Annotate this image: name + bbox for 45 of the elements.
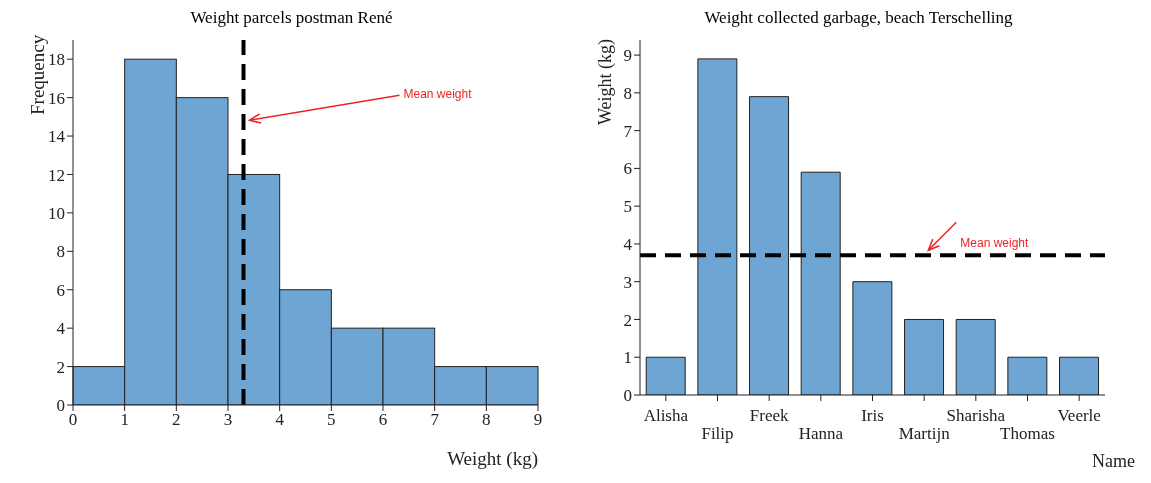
- y-tick-label: 6: [623, 159, 632, 179]
- x-tick-label: Veerle: [1057, 406, 1101, 425]
- x-tick-label: Sharisha: [946, 406, 1006, 425]
- chart-title: Weight collected garbage, beach Terschelling: [703, 8, 1014, 29]
- x-tick-label: Hanna: [798, 424, 844, 443]
- y-tick-label: 9: [623, 46, 632, 66]
- x-axis-title: Weight (kg): [447, 448, 538, 470]
- y-axis-title: Weight (kg): [594, 38, 616, 125]
- x-tick-label: 1: [120, 410, 129, 430]
- x-tick-label: 9: [533, 410, 543, 430]
- y-tick-label: 2: [623, 310, 632, 330]
- y-tick-label: 10: [48, 203, 65, 223]
- y-tick-label: 6: [56, 280, 65, 300]
- y-tick-label: 7: [623, 121, 633, 141]
- y-axis-title: Frequency: [27, 34, 49, 115]
- y-tick-label: 18: [48, 50, 65, 70]
- x-tick-label: 6: [378, 410, 388, 430]
- y-tick-label: 5: [623, 197, 632, 217]
- ref-line-label: Mean weight: [960, 236, 1030, 251]
- x-tick-label: Iris: [861, 406, 884, 425]
- x-tick-label: 7: [430, 410, 440, 430]
- y-tick-label: 0: [623, 386, 632, 406]
- x-tick-label: 2: [172, 410, 181, 430]
- x-axis-title: Name: [1092, 451, 1135, 471]
- x-tick-label: Filip: [701, 424, 734, 443]
- y-tick-label: 12: [48, 165, 65, 185]
- x-tick-label: Martijn: [898, 424, 951, 443]
- y-tick-label: 8: [56, 242, 65, 262]
- ref-line-label: Mean weight: [403, 87, 473, 102]
- x-tick-label: Thomas: [1000, 424, 1055, 443]
- y-tick-label: 4: [56, 319, 66, 339]
- y-tick-label: 3: [623, 272, 632, 292]
- x-tick-label: 4: [275, 410, 285, 430]
- y-tick-label: 16: [48, 88, 65, 108]
- y-tick-label: 4: [623, 234, 633, 254]
- y-tick-label: 2: [56, 357, 65, 377]
- x-tick-label: Freek: [749, 406, 790, 425]
- y-tick-label: 14: [48, 127, 66, 147]
- x-tick-label: Alisha: [643, 406, 689, 425]
- x-tick-label: 8: [482, 410, 491, 430]
- x-tick-label: 3: [223, 410, 233, 430]
- x-tick-label: 5: [327, 410, 336, 430]
- y-tick-label: 1: [623, 348, 632, 368]
- y-tick-label: 8: [623, 83, 632, 103]
- chart-title: Weight parcels postman René: [189, 8, 394, 29]
